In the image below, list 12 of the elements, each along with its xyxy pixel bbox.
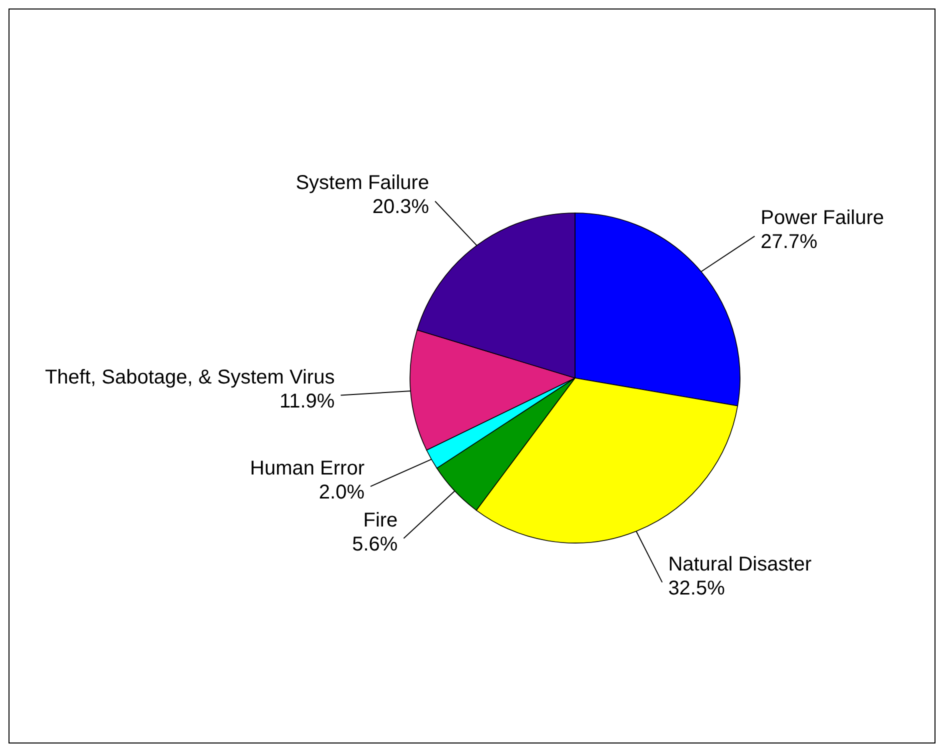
- slice-label: Theft, Sabotage, & System Virus: [44, 366, 335, 388]
- data-label: 32.5%: [668, 577, 726, 600]
- data-label: 2.0%: [318, 481, 365, 504]
- slice-label: Fire: [363, 509, 398, 532]
- slice-label: Human Error: [250, 457, 365, 480]
- slice-label: Power Failure: [760, 207, 884, 230]
- data-label: 20.3%: [372, 196, 430, 218]
- slice-label: System Failure: [296, 172, 430, 194]
- data-label: 5.6%: [352, 533, 398, 556]
- data-label: 27.7%: [760, 231, 818, 254]
- slice-label: Natural Disaster: [668, 553, 812, 576]
- data-label: 11.9%: [279, 390, 335, 412]
